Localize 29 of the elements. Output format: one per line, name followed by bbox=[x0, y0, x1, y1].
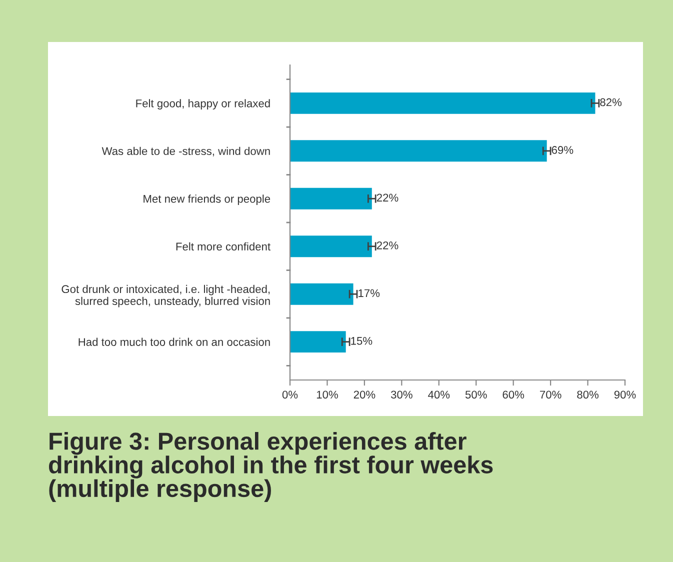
y-tick-label: Had too much too drink on an occasion bbox=[78, 338, 270, 346]
x-tick-label: 90% bbox=[614, 390, 636, 399]
data-label: 22% bbox=[376, 194, 398, 202]
data-label: 17% bbox=[358, 289, 380, 298]
data-label: 82% bbox=[600, 98, 622, 106]
x-tick-label: 0% bbox=[282, 390, 298, 399]
text: Figure 3: Personal experiences after drinking alcohol in the first four weeks (multiple response) bbox=[49, 432, 493, 502]
x-tick-label: 20% bbox=[354, 390, 376, 399]
y-tick-label: Felt more confident bbox=[176, 242, 270, 250]
x-tick-label: 60% bbox=[502, 390, 524, 399]
bar bbox=[290, 236, 372, 258]
data-label: 69% bbox=[552, 146, 574, 154]
x-tick-label: 40% bbox=[428, 390, 450, 399]
data-label: 15% bbox=[351, 336, 372, 345]
y-tick-label: Met new friends or people bbox=[144, 194, 270, 205]
y-tick-label: Felt good, happy or relaxed bbox=[136, 99, 270, 110]
x-tick-label: 80% bbox=[577, 390, 598, 399]
bar bbox=[290, 140, 547, 162]
x-tick-label: 10% bbox=[316, 390, 338, 399]
x-tick-label: 30% bbox=[390, 390, 412, 399]
x-tick-label: 50% bbox=[465, 390, 487, 399]
data-label: 22% bbox=[376, 241, 398, 250]
bar bbox=[290, 92, 596, 114]
y-tick-label: Was able to de -stress, wind down bbox=[102, 146, 270, 156]
bar bbox=[290, 188, 372, 210]
x-tick-label: 70% bbox=[540, 390, 562, 399]
y-tick-label: Got drunk or intoxicated, i.e. light -headed, slurred speech, unsteady, blurred vision bbox=[62, 284, 270, 308]
bar bbox=[290, 283, 354, 305]
bar bbox=[290, 331, 346, 353]
